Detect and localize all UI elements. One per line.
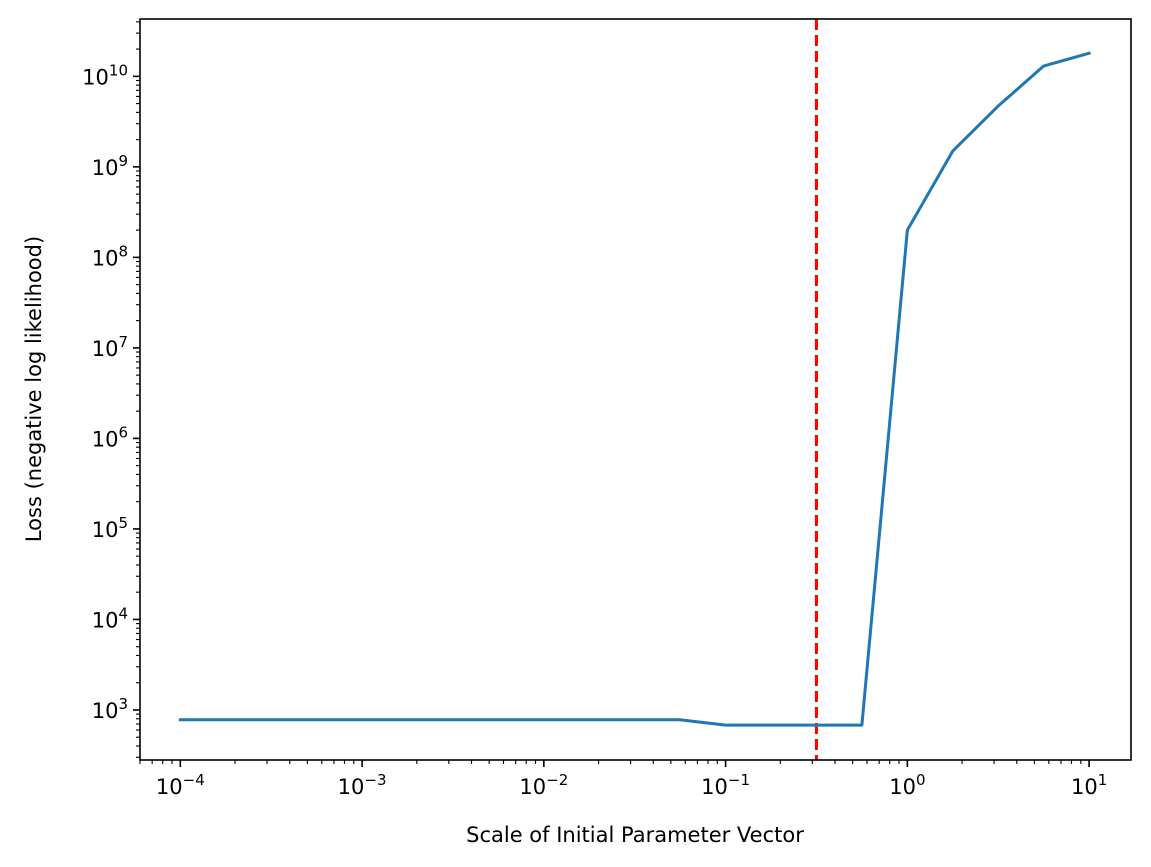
y-axis-label: Loss (negative log likelihood) (22, 236, 46, 542)
y-tick-label: 109 (92, 152, 128, 180)
plot-content (178, 19, 1091, 760)
y-tick-label: 1010 (82, 61, 128, 89)
x-tick-label: 10−2 (519, 771, 568, 799)
loss-series-line (178, 51, 1091, 727)
x-tick-label: 100 (889, 771, 925, 799)
x-axis: 10−4 10−3 10−2 10−1 100 101 (139, 760, 1107, 799)
y-tick-label: 103 (92, 695, 128, 723)
plot-background (140, 19, 1131, 760)
x-axis-label: Scale of Initial Parameter Vector (466, 823, 804, 847)
y-tick-label: 105 (92, 514, 128, 542)
y-tick-label: 107 (92, 333, 128, 361)
x-tick-label: 10−3 (338, 771, 387, 799)
x-tick-label: 101 (1071, 771, 1107, 799)
y-tick-label: 106 (92, 423, 128, 451)
plot-frame (139, 18, 1132, 761)
x-tick-label: 10−4 (156, 771, 205, 799)
y-tick-label: 104 (92, 604, 128, 632)
x-tick-label: 10−1 (701, 771, 750, 799)
y-tick-label: 108 (92, 242, 128, 270)
y-axis: 103 104 105 106 107 108 109 1010 (82, 21, 140, 758)
